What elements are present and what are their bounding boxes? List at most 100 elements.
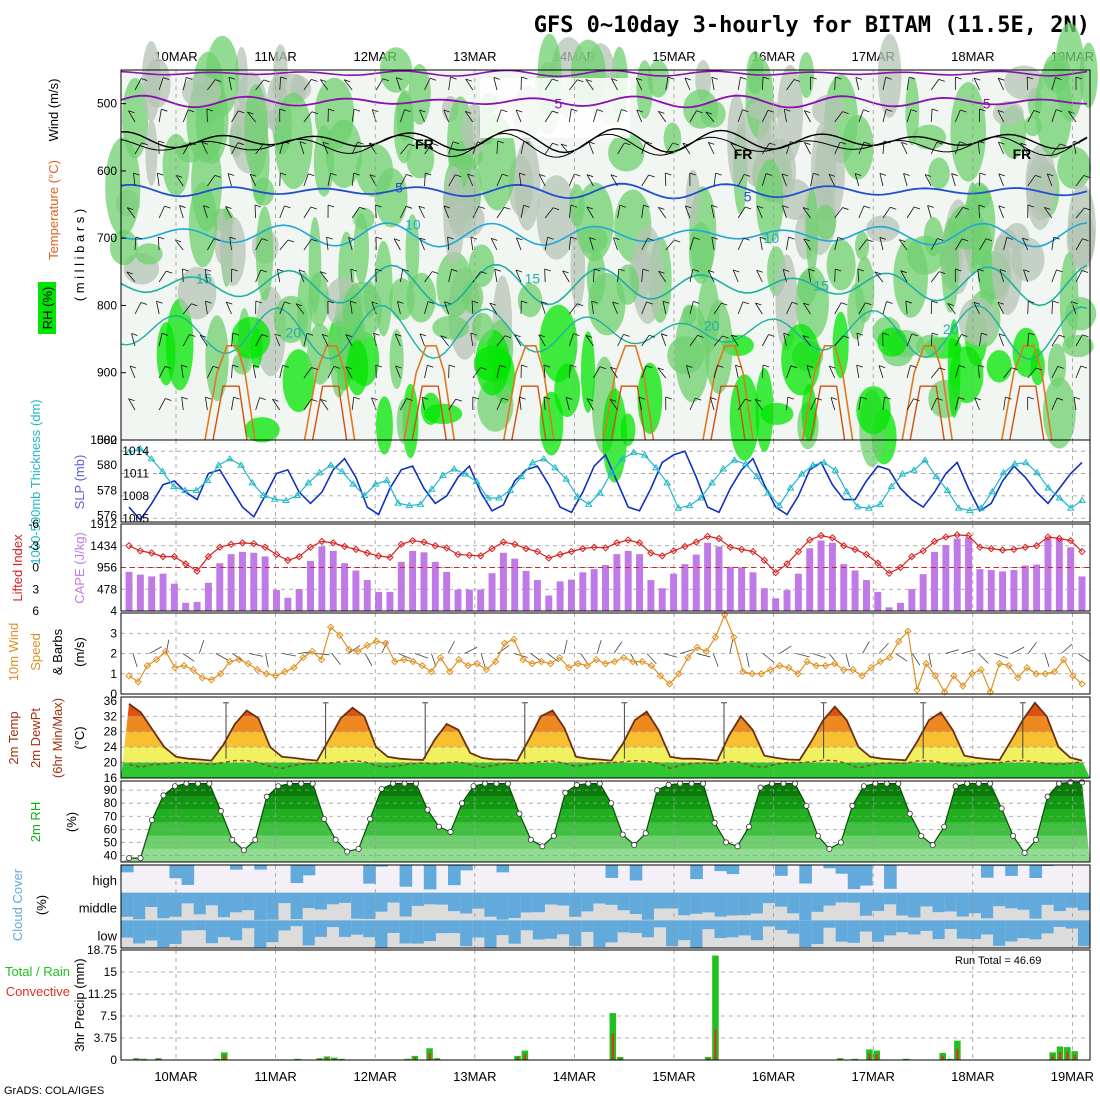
wind-barb-flag bbox=[444, 301, 451, 305]
wind-barb bbox=[641, 238, 648, 251]
wind-barb bbox=[761, 76, 764, 91]
wind-barb-flag bbox=[960, 109, 967, 113]
cloud-cell bbox=[605, 892, 619, 905]
wind-speed-point bbox=[775, 661, 784, 670]
wind-barb bbox=[977, 269, 980, 283]
lifted-index-point bbox=[261, 543, 269, 551]
wind-barb bbox=[158, 109, 162, 123]
wind-speed-point bbox=[216, 670, 225, 678]
cloud-cell bbox=[1053, 892, 1067, 912]
rh-point bbox=[596, 780, 603, 787]
cloud-cell bbox=[629, 892, 643, 914]
wind-frame bbox=[120, 612, 1091, 695]
temp-axis-label-1: 2m Temp bbox=[6, 711, 21, 764]
rh-point bbox=[550, 832, 557, 839]
bottom-date-axis: 10MAR 11MAR 12MAR 13MAR 14MAR 15MAR 16MAR 17MAR… bbox=[154, 1069, 1094, 1084]
wind-speed-point bbox=[491, 657, 500, 666]
wind-barb-flag bbox=[344, 79, 351, 83]
wind-barb bbox=[327, 366, 335, 379]
wind-speed-point bbox=[345, 645, 353, 654]
wind-barb bbox=[834, 335, 844, 347]
lifted-index-point bbox=[976, 543, 984, 551]
wind-barb-flag bbox=[665, 172, 672, 176]
rh-blob bbox=[620, 413, 636, 447]
cloud-cell bbox=[254, 920, 267, 948]
thickness-point bbox=[1033, 468, 1042, 476]
rh-blob bbox=[1067, 184, 1096, 273]
wind-barb-flag bbox=[375, 364, 382, 368]
wind-barb bbox=[783, 109, 787, 123]
wind-barb bbox=[905, 301, 908, 315]
wind-barb-flag bbox=[839, 141, 847, 145]
wind-barb bbox=[1027, 175, 1036, 187]
wind-barb-flag bbox=[191, 303, 198, 307]
wind-barb bbox=[803, 110, 811, 123]
wind-barb-flag bbox=[164, 366, 172, 369]
thickness-point bbox=[427, 485, 436, 492]
wind-barb-flag bbox=[828, 173, 836, 177]
cloud-cell bbox=[448, 865, 461, 886]
wind-barb bbox=[204, 269, 208, 283]
cape-bar bbox=[397, 561, 405, 611]
rh-point bbox=[1033, 836, 1040, 843]
cloud-cell bbox=[520, 920, 534, 931]
credit-label: GrADS: COLA/IGES bbox=[4, 1085, 104, 1097]
cape-bar bbox=[159, 573, 167, 611]
wind-barb-flag bbox=[612, 301, 619, 305]
wind-barb bbox=[157, 237, 160, 251]
isotherm-30-spike bbox=[610, 385, 647, 441]
wind-barb bbox=[858, 141, 865, 155]
rh-point bbox=[860, 783, 867, 790]
wind-barb-flag bbox=[648, 334, 656, 338]
cloud-cell bbox=[980, 920, 994, 935]
rh-point bbox=[837, 839, 844, 846]
wind-barb bbox=[295, 303, 305, 315]
cloud-cell bbox=[181, 892, 195, 904]
wind-barb-flag bbox=[890, 206, 897, 210]
cape-bar bbox=[715, 546, 723, 611]
wind-barb-flag bbox=[163, 77, 170, 81]
wind-barb bbox=[617, 205, 621, 219]
rh-blob bbox=[986, 350, 1012, 383]
thickness-point bbox=[977, 504, 985, 511]
wind-barb bbox=[464, 111, 474, 123]
contour-label: FR bbox=[734, 146, 753, 162]
wind-barb-flag bbox=[594, 268, 601, 272]
rh-blob bbox=[1010, 237, 1045, 282]
wind-barb-flag bbox=[793, 79, 801, 82]
thickness-point bbox=[405, 501, 414, 509]
wind-barb bbox=[568, 205, 572, 219]
wind-barb bbox=[586, 206, 594, 219]
wind-barb bbox=[303, 399, 312, 411]
wind-speed-point bbox=[372, 637, 381, 646]
thickness-point bbox=[394, 499, 402, 506]
wind-barb bbox=[395, 365, 401, 379]
wind-barb-flag bbox=[201, 141, 209, 145]
wind-barb bbox=[568, 109, 572, 123]
rh-blob bbox=[810, 122, 837, 221]
wind-barb bbox=[515, 269, 522, 283]
wind-barb-flag bbox=[697, 335, 704, 338]
wind-barb-flag bbox=[345, 366, 352, 370]
wind-barb bbox=[930, 142, 938, 155]
rh-point bbox=[1021, 849, 1028, 856]
cloud-cell bbox=[714, 892, 728, 917]
wind-barb-flag bbox=[790, 141, 797, 144]
wind-barb-flag bbox=[330, 172, 337, 176]
wind-barb-flag bbox=[254, 204, 262, 208]
temp-band bbox=[121, 702, 1090, 717]
thickness-point bbox=[326, 461, 335, 468]
wind-barb-flag bbox=[232, 332, 240, 336]
wind-barb bbox=[201, 142, 208, 155]
cloud-cell bbox=[605, 865, 619, 878]
wind-barb bbox=[228, 77, 232, 91]
wind-barb-flag bbox=[497, 140, 504, 144]
cloud-cell bbox=[435, 920, 449, 934]
rh-blob bbox=[105, 137, 141, 237]
wind-barb-flag bbox=[491, 237, 498, 241]
cape-bar bbox=[511, 558, 519, 611]
rh-blob bbox=[760, 402, 794, 425]
cape-tick-label: 956 bbox=[97, 561, 117, 575]
wind-barb-flag bbox=[802, 335, 809, 338]
